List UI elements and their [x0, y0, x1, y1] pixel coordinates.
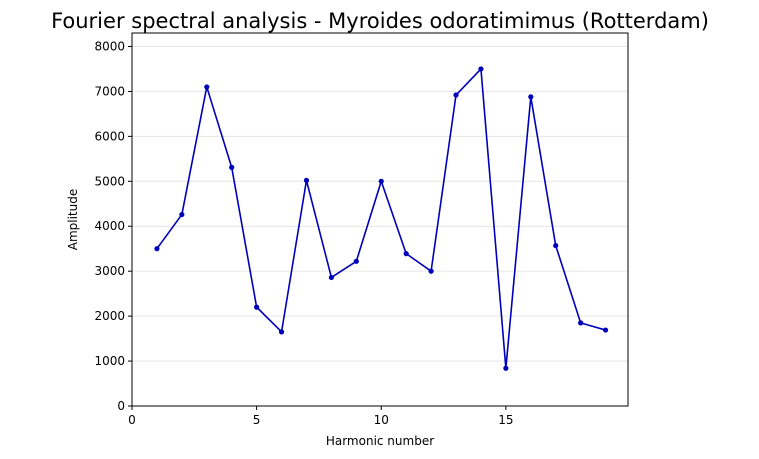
data-point-17 — [553, 242, 559, 249]
chart-title: Fourier spectral analysis - Myroides odo… — [51, 9, 709, 33]
data-point-19 — [602, 327, 609, 333]
data-point-14 — [478, 66, 484, 72]
x-axis-ticks: 0 5 10 15 — [128, 406, 514, 427]
x-axis-label: Harmonic number — [326, 434, 434, 448]
data-point-6 — [278, 329, 285, 335]
data-point-8 — [328, 274, 334, 281]
y-tick-label-0: 0 — [117, 399, 125, 413]
data-point-2 — [179, 211, 185, 218]
data-point-12 — [428, 268, 434, 274]
y-axis-ticks: 0 1000 2000 3000 4000 5000 6000 7000 8000 — [94, 39, 132, 413]
data-point-10 — [378, 178, 384, 184]
plot-frame — [131, 32, 629, 407]
y-tick-label-4: 4000 — [94, 219, 125, 233]
y-axis-label: Amplitude — [66, 189, 80, 251]
plot-data — [154, 66, 609, 371]
data-point-5 — [254, 304, 260, 310]
y-tick-label-1: 1000 — [94, 354, 125, 368]
x-tick-label-0: 0 — [128, 413, 136, 427]
data-point-1 — [154, 246, 160, 252]
y-tick-label-7: 7000 — [94, 84, 125, 98]
x-tick-label-2: 10 — [374, 413, 389, 427]
y-tick-label-3: 3000 — [94, 264, 125, 278]
series-line-0 — [156, 68, 606, 370]
data-point-4 — [229, 164, 235, 170]
data-point-16 — [528, 94, 534, 100]
x-tick-label-1: 5 — [253, 413, 261, 427]
y-tick-label-5: 5000 — [94, 174, 125, 188]
data-point-7 — [303, 177, 310, 184]
data-point-13 — [453, 92, 459, 98]
y-tick-label-6: 6000 — [94, 129, 125, 143]
gridlines — [132, 45, 628, 407]
y-tick-label-8: 8000 — [94, 39, 125, 53]
data-point-15 — [503, 365, 509, 371]
y-tick-label-2: 2000 — [94, 309, 125, 323]
x-tick-label-3: 15 — [498, 413, 513, 427]
data-point-11 — [403, 251, 409, 257]
data-point-3 — [204, 84, 210, 90]
data-point-9 — [353, 258, 359, 264]
data-point-18 — [578, 320, 584, 326]
